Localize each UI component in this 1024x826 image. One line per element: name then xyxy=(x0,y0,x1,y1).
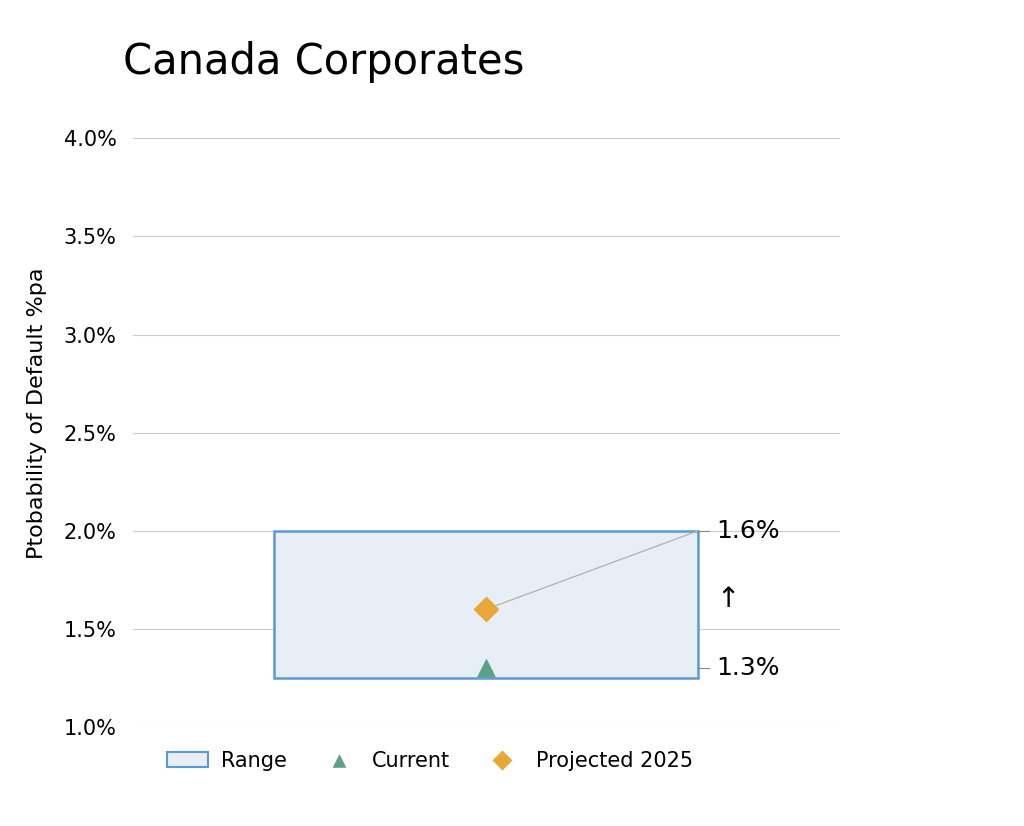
FancyBboxPatch shape xyxy=(274,530,698,678)
Y-axis label: Ptobability of Default %pa: Ptobability of Default %pa xyxy=(27,268,47,558)
Point xyxy=(478,603,495,616)
Text: 1.6%: 1.6% xyxy=(716,519,779,543)
Text: ↑: ↑ xyxy=(716,586,739,614)
Text: Canada Corporates: Canada Corporates xyxy=(123,41,524,83)
Legend: Range, Current, Projected 2025: Range, Current, Projected 2025 xyxy=(159,743,701,779)
Point xyxy=(478,662,495,675)
Text: 1.3%: 1.3% xyxy=(716,656,779,680)
